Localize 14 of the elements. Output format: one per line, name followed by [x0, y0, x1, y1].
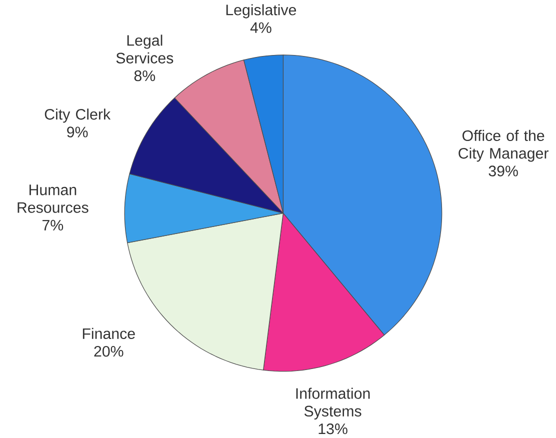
slice-label: Office of the City Manager	[458, 130, 548, 162]
slice-label: Legislative	[226, 4, 296, 18]
data-label: 39%	[488, 165, 518, 176]
slice-label: Finance	[82, 328, 135, 339]
slice-label: Human Resources	[18, 184, 88, 213]
data-label: 20%	[94, 346, 124, 356]
data-label: 4%	[250, 22, 272, 33]
data-label: 7%	[42, 220, 64, 230]
data-label: 13%	[318, 423, 348, 434]
data-label: 9%	[67, 126, 88, 138]
slice-label: City Clerk	[44, 108, 111, 122]
slice-label: Information Systems	[296, 388, 370, 420]
data-label: 8%	[134, 70, 156, 81]
slice-label: Legal Services	[116, 34, 174, 64]
